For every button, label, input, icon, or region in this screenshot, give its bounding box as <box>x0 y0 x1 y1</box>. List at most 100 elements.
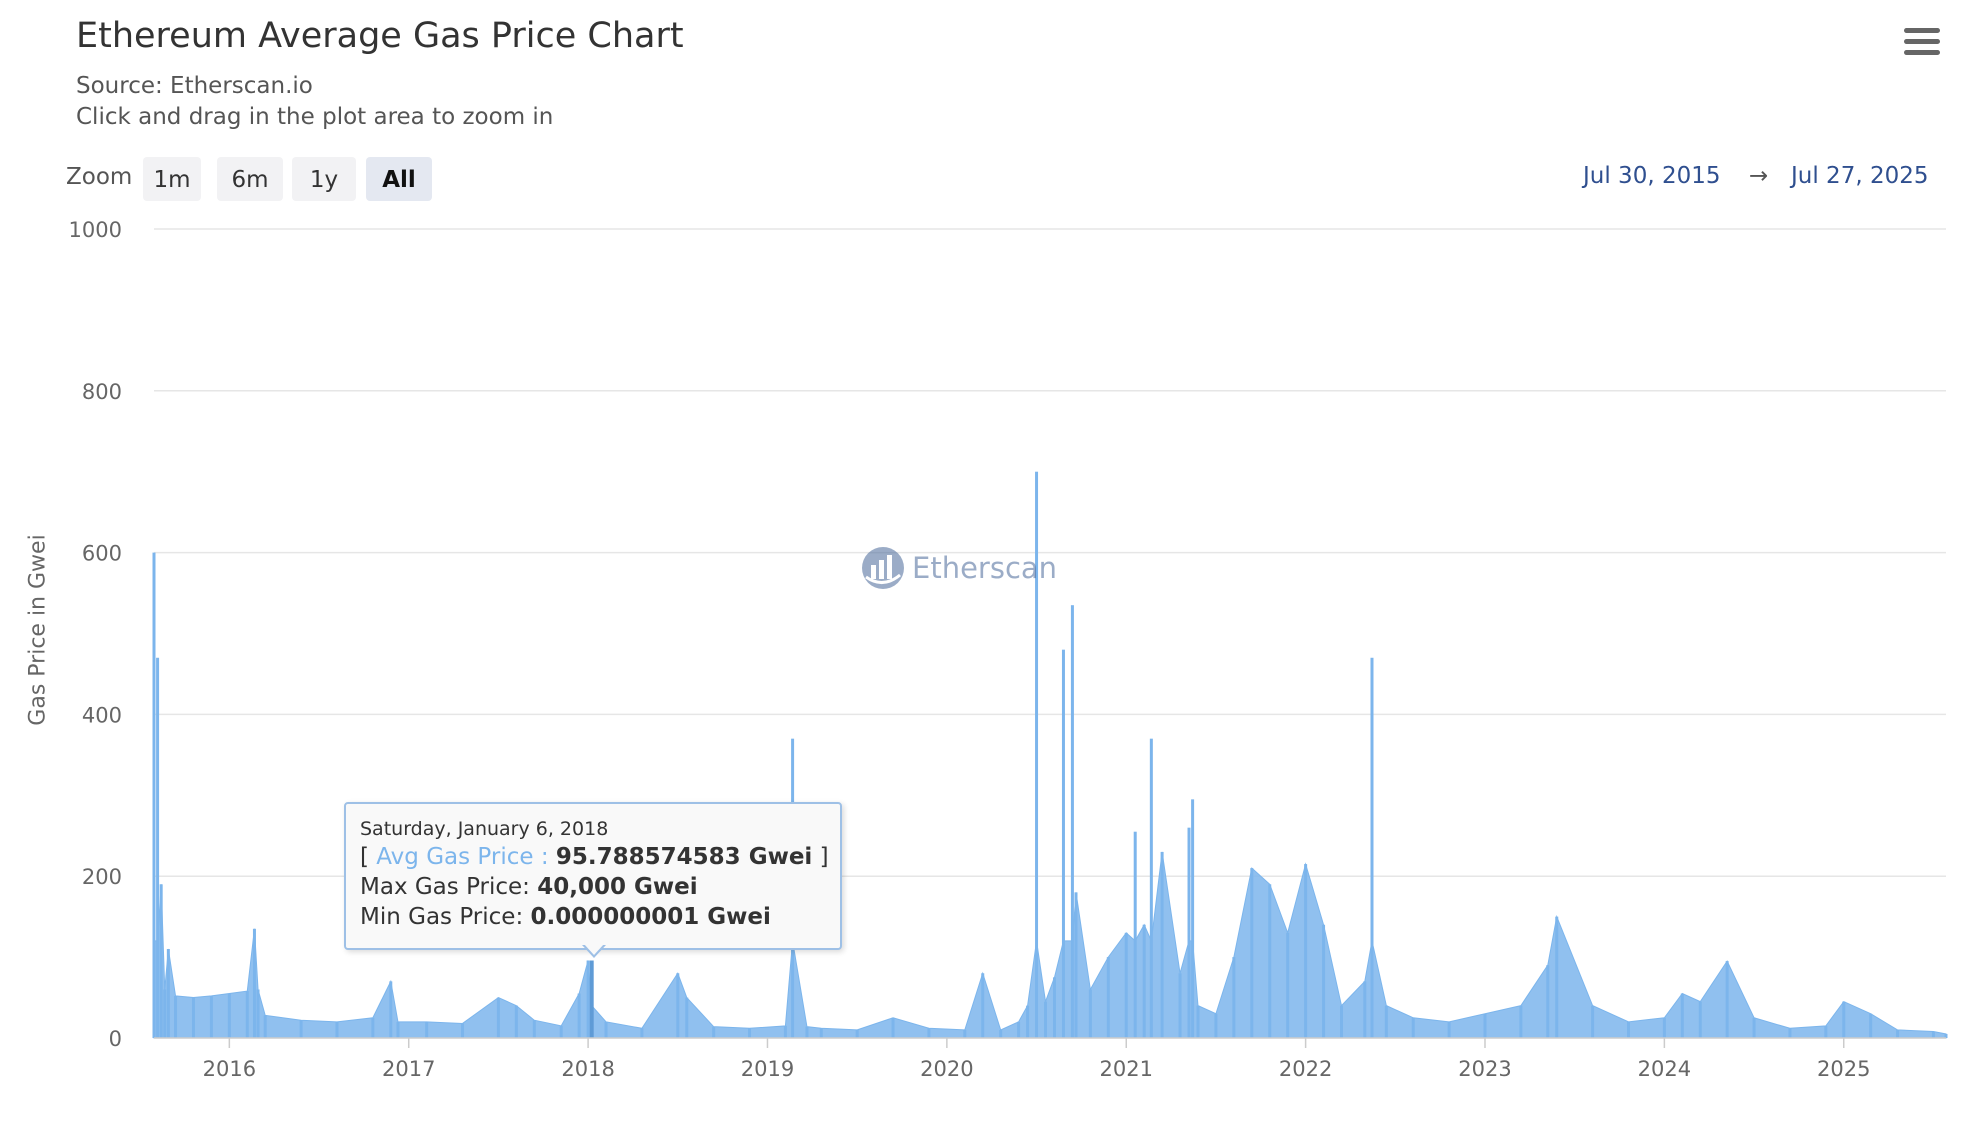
data-bar[interactable] <box>1384 1005 1388 1038</box>
data-bar[interactable] <box>1363 981 1367 1038</box>
data-bar[interactable] <box>927 1028 931 1038</box>
data-bar[interactable] <box>396 1021 400 1038</box>
data-bar[interactable] <box>1483 1013 1487 1038</box>
data-bar[interactable] <box>156 657 160 1038</box>
data-bar[interactable] <box>1698 1001 1702 1038</box>
data-bar[interactable] <box>159 884 163 1038</box>
data-bar[interactable] <box>1752 1017 1756 1038</box>
data-bar[interactable] <box>1725 961 1729 1038</box>
data-bar[interactable] <box>209 995 213 1038</box>
data-bar[interactable] <box>1268 884 1272 1038</box>
data-bar[interactable] <box>783 1025 787 1038</box>
data-bar[interactable] <box>1546 965 1550 1038</box>
data-bar[interactable] <box>1133 831 1137 1038</box>
data-bar[interactable] <box>1370 657 1374 1038</box>
data-bar[interactable] <box>1286 932 1290 1038</box>
data-bar[interactable] <box>1555 916 1559 1038</box>
data-bar[interactable] <box>514 1005 518 1038</box>
data-bar[interactable] <box>586 960 590 1038</box>
data-bar[interactable] <box>371 1017 375 1038</box>
data-bar[interactable] <box>1250 868 1254 1038</box>
data-bar[interactable] <box>425 1021 429 1038</box>
data-bar[interactable] <box>1411 1017 1415 1038</box>
data-bar[interactable] <box>1322 924 1326 1038</box>
data-bar[interactable] <box>1447 1021 1451 1038</box>
data-bar[interactable] <box>1149 738 1153 1038</box>
data-bar[interactable] <box>1824 1025 1828 1038</box>
zoom-all-button[interactable]: All <box>366 157 432 201</box>
data-bar[interactable] <box>1214 1013 1218 1038</box>
data-bar[interactable] <box>1944 1033 1948 1038</box>
data-bar[interactable] <box>1187 827 1191 1038</box>
data-bar[interactable] <box>1842 1001 1846 1038</box>
data-bar[interactable] <box>1035 471 1039 1038</box>
data-bar[interactable] <box>748 1028 752 1038</box>
data-bar[interactable] <box>1106 957 1110 1038</box>
data-bar[interactable] <box>1680 993 1684 1038</box>
range-to-input[interactable]: Jul 27, 2025 <box>1791 163 1929 189</box>
zoom-1y-button[interactable]: 1y <box>292 157 356 201</box>
data-bar[interactable] <box>1017 1021 1021 1038</box>
data-bar[interactable] <box>1070 605 1074 1038</box>
data-bar[interactable] <box>999 1029 1003 1038</box>
data-bar[interactable] <box>1232 957 1236 1038</box>
data-bar[interactable] <box>981 973 985 1038</box>
data-bar[interactable] <box>604 1021 608 1038</box>
data-bar[interactable] <box>263 1015 267 1038</box>
data-bar[interactable] <box>191 997 195 1038</box>
data-bar[interactable] <box>1626 1021 1630 1038</box>
data-bar[interactable] <box>245 991 249 1038</box>
bar-series-avg-gas-price[interactable] <box>152 471 1948 1039</box>
data-bar[interactable] <box>1178 973 1182 1038</box>
data-bar[interactable] <box>496 997 500 1038</box>
data-bar[interactable] <box>1591 1005 1595 1038</box>
data-bar[interactable] <box>1160 851 1164 1038</box>
data-bar[interactable] <box>166 949 170 1038</box>
data-bar[interactable] <box>1052 977 1056 1038</box>
data-bar[interactable] <box>1196 1005 1200 1038</box>
data-bar[interactable] <box>712 1026 716 1038</box>
data-bar[interactable] <box>1026 1005 1030 1038</box>
data-bar[interactable] <box>227 993 231 1038</box>
data-bar[interactable] <box>1124 932 1128 1038</box>
data-bar[interactable] <box>299 1020 303 1038</box>
data-bar[interactable] <box>855 1029 859 1038</box>
data-bar[interactable] <box>1088 989 1092 1038</box>
data-bar[interactable] <box>532 1020 536 1038</box>
data-bar[interactable] <box>1339 1005 1343 1038</box>
data-bar[interactable] <box>1931 1031 1935 1038</box>
data-bar[interactable] <box>640 1028 644 1038</box>
data-bar[interactable] <box>152 552 156 1038</box>
data-bar[interactable] <box>389 981 393 1038</box>
data-bar[interactable] <box>1074 892 1078 1038</box>
data-bar[interactable] <box>1304 864 1308 1038</box>
data-bar[interactable] <box>335 1021 339 1038</box>
data-bar[interactable] <box>559 1025 563 1038</box>
data-bar[interactable] <box>1044 1001 1048 1038</box>
data-bar[interactable] <box>1896 1029 1900 1038</box>
zoom-1m-button[interactable]: 1m <box>143 157 201 201</box>
data-bar[interactable] <box>577 993 581 1038</box>
data-bar[interactable] <box>1869 1013 1873 1038</box>
data-bar[interactable] <box>1662 1017 1666 1038</box>
data-bar[interactable] <box>163 989 167 1038</box>
range-from-input[interactable]: Jul 30, 2015 <box>1583 163 1721 189</box>
data-bar[interactable] <box>685 997 689 1038</box>
data-bar[interactable] <box>1519 1005 1523 1038</box>
data-bar[interactable] <box>1191 799 1195 1038</box>
data-bar[interactable] <box>1142 924 1146 1038</box>
data-bar[interactable] <box>819 1028 823 1038</box>
data-bar[interactable] <box>805 1026 809 1038</box>
zoom-6m-button[interactable]: 6m <box>217 157 283 201</box>
data-bar[interactable] <box>963 1029 967 1038</box>
data-bar[interactable] <box>256 989 260 1038</box>
data-bar[interactable] <box>252 928 256 1038</box>
data-bar[interactable] <box>891 1017 895 1038</box>
hamburger-menu-icon[interactable] <box>1904 28 1940 62</box>
data-bar[interactable] <box>676 973 680 1038</box>
data-bar[interactable] <box>1788 1028 1792 1038</box>
data-bar[interactable] <box>1061 649 1065 1038</box>
data-bar[interactable] <box>174 995 178 1038</box>
data-bar[interactable] <box>461 1023 465 1038</box>
